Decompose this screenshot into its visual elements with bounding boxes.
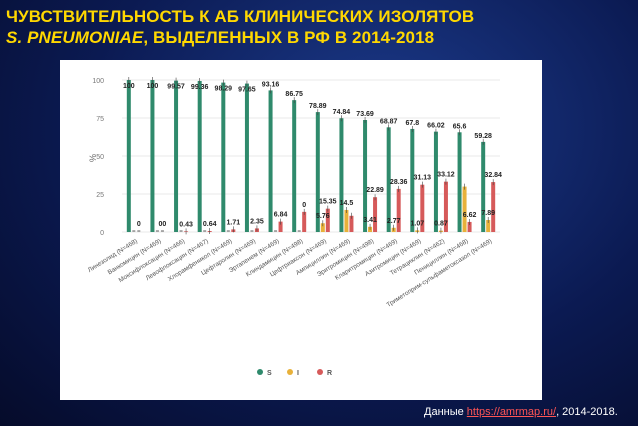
bar-s <box>126 80 131 232</box>
legend-label-s: S <box>267 370 272 377</box>
data-label-s: 68.87 <box>380 118 398 125</box>
data-label-s: 97.65 <box>238 87 256 94</box>
bar-s <box>457 132 462 232</box>
data-label-r: 28.36 <box>390 179 408 186</box>
data-label-r: 6.84 <box>274 212 288 219</box>
data-label-i: 7.89 <box>481 210 495 217</box>
data-label-r: 0 <box>302 202 306 209</box>
footer-prefix: Данные <box>424 406 467 418</box>
title-line-2-rest: , ВЫДЕЛЕННЫХ В РФ В 2014-2018 <box>143 28 435 47</box>
bar-r <box>443 181 448 232</box>
data-label-s: 93.16 <box>262 81 280 88</box>
bar-r <box>349 215 354 232</box>
bar-i <box>344 209 349 232</box>
data-label-r: 33.12 <box>437 172 455 179</box>
data-label-r: 1.71 <box>227 219 241 226</box>
bar-s <box>363 119 368 232</box>
bar-r <box>420 184 425 232</box>
y-axis-label: % <box>88 154 98 162</box>
bar-s <box>244 83 249 233</box>
y-tick-label: 75 <box>96 116 104 123</box>
data-label-s: 65.6 <box>453 123 467 130</box>
data-label-s: 78.89 <box>309 103 327 110</box>
bar-s <box>197 80 202 232</box>
bar-r <box>491 182 496 232</box>
bar-s <box>339 118 344 232</box>
data-label-r: 00 <box>159 221 167 228</box>
bar-s <box>481 141 486 232</box>
data-label-r: 22.89 <box>366 187 384 194</box>
bar-s <box>174 80 179 233</box>
y-tick-label: 25 <box>96 192 104 199</box>
bar-s <box>221 82 226 232</box>
susceptibility-chart: 0 25 50 75 100 % 100 100 99.57 99.36 98.29 97.65 9… <box>87 77 502 377</box>
data-labels: 100 100 99.57 99.36 98.29 97.65 93.16 86.75 78.8… <box>123 81 502 228</box>
bar-s <box>433 131 438 232</box>
legend-swatch-s <box>257 369 263 375</box>
title-line-2: S. PNEUMONIAE, ВЫДЕЛЕННЫХ В РФ В 2014-20… <box>6 27 632 48</box>
data-label-r: 0.64 <box>203 221 217 228</box>
data-label-s: 98.29 <box>215 86 233 93</box>
data-label-s: 66.02 <box>427 123 445 130</box>
bar-i <box>462 186 467 232</box>
bar-r <box>325 208 330 232</box>
y-tick-label: 50 <box>96 154 104 161</box>
data-label-r: 31.13 <box>414 175 432 182</box>
y-axis: 0 25 50 75 100 <box>92 78 104 237</box>
data-label-r: 6.62 <box>463 212 477 219</box>
chart-panel: 0 25 50 75 100 % 100 100 99.57 99.36 98.29 97.65 9… <box>60 60 542 400</box>
data-label-r: 2.35 <box>250 218 264 225</box>
legend-swatch-i <box>287 369 293 375</box>
data-label-i: 3.41 <box>363 217 377 224</box>
data-label-s: 100 <box>147 83 159 90</box>
data-label-s: 59.28 <box>474 133 492 140</box>
data-label-r: 32.84 <box>484 172 502 179</box>
bar-s <box>386 127 391 232</box>
bar-s <box>268 90 273 233</box>
bar-r <box>302 211 307 232</box>
data-label-r: 0.43 <box>179 221 193 228</box>
data-label-r: 15.35 <box>319 199 337 206</box>
data-label-i: 1.07 <box>411 220 425 227</box>
bar-i <box>486 220 491 232</box>
footer-suffix: , 2014-2018. <box>556 406 618 418</box>
bars <box>126 77 496 235</box>
bar-s <box>150 80 155 232</box>
slide-title: ЧУВСТВИТЕЛЬНОСТЬ К АБ КЛИНИЧЕСКИХ ИЗОЛЯТ… <box>6 6 632 48</box>
x-axis: Линезолид (N=468)Ванкомицин (N=469)Мокси… <box>87 238 493 309</box>
data-label-i: 2.77 <box>387 218 401 225</box>
bar-r <box>467 221 472 232</box>
legend-swatch-r <box>317 369 323 375</box>
data-label-s: 99.57 <box>167 84 185 91</box>
source-footer: Данные https://amrmap.ru/, 2014-2018. <box>424 406 618 420</box>
data-label-i: 5.76 <box>316 213 330 220</box>
bar-s <box>410 128 415 232</box>
bar-r <box>278 221 283 232</box>
data-label-s: 67.8 <box>406 120 420 127</box>
bar-s <box>292 100 297 232</box>
data-label-s: 74.84 <box>333 109 351 116</box>
y-tick-label: 0 <box>100 230 104 237</box>
source-link[interactable]: https://amrmap.ru/ <box>466 406 557 418</box>
bar-i <box>320 223 325 232</box>
legend-label-i: I <box>297 370 299 377</box>
data-label-s: 99.36 <box>191 84 209 91</box>
data-label-r: 0 <box>137 221 141 228</box>
bar-r <box>373 197 378 232</box>
data-label-s: 73.69 <box>356 111 374 118</box>
data-label-i: 14.5 <box>340 200 354 207</box>
bar-r <box>396 188 401 232</box>
title-organism: S. PNEUMONIAE <box>6 28 144 47</box>
title-line-1: ЧУВСТВИТЕЛЬНОСТЬ К АБ КЛИНИЧЕСКИХ ИЗОЛЯТ… <box>6 7 475 26</box>
bar-s <box>315 112 320 232</box>
legend-label-r: R <box>327 370 332 377</box>
data-label-s: 100 <box>123 83 135 90</box>
y-tick-label: 100 <box>92 78 104 85</box>
data-label-s: 86.75 <box>285 91 303 98</box>
data-label-i: 0.87 <box>434 221 448 228</box>
